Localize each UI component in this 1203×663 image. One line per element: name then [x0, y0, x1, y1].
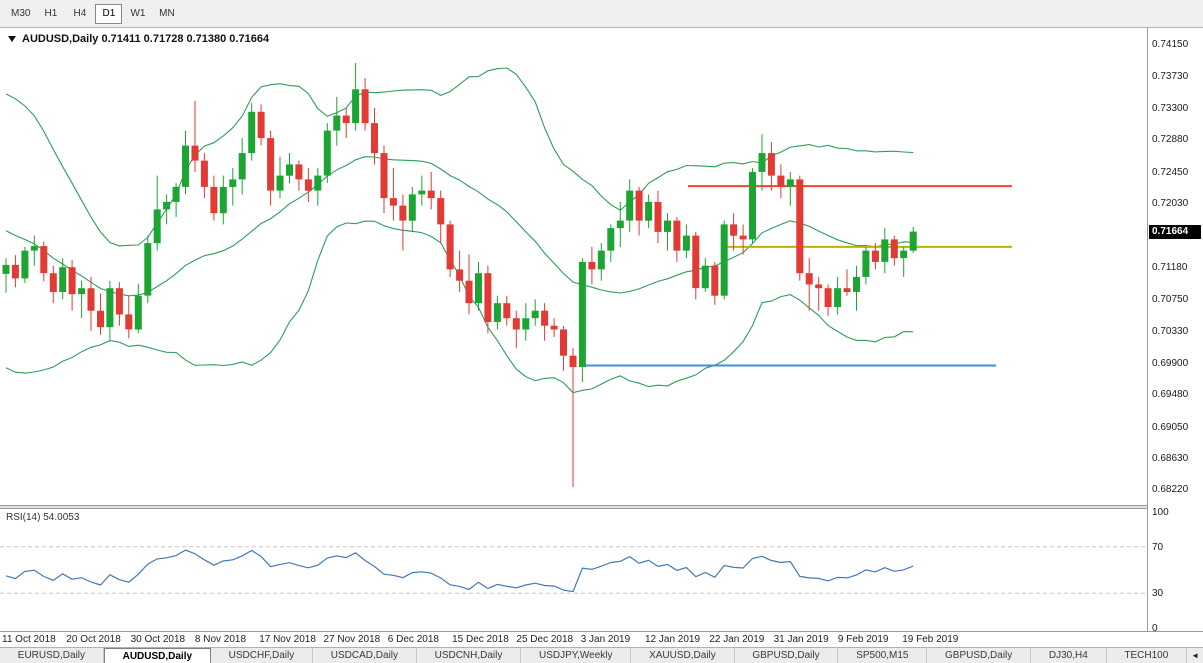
price-axis-label: 0.70330 [1152, 325, 1189, 337]
date-axis-label: 15 Dec 2018 [452, 634, 509, 645]
price-axis-label: 0.72450 [1152, 166, 1189, 178]
tab-tech100[interactable]: TECH100 [1107, 648, 1188, 663]
panel-splitter[interactable] [0, 505, 1203, 509]
rsi-indicator-label: RSI(14) 54.0053 [6, 512, 80, 523]
date-axis-label: 25 Dec 2018 [516, 634, 574, 645]
tab-xauusd-daily[interactable]: XAUUSD,Daily [631, 648, 735, 663]
rsi-panel[interactable]: RSI(14) 54.0053 [0, 509, 1147, 631]
date-axis-label: 8 Nov 2018 [194, 634, 247, 645]
date-axis-label: 17 Nov 2018 [259, 634, 316, 645]
price-axis-label: 0.71180 [1152, 261, 1188, 273]
tab-scroll-left-icon[interactable]: ◄ [1187, 648, 1203, 663]
tab-audusd-daily[interactable]: AUDUSD,Daily [103, 648, 211, 663]
price-axis-label: 0.73730 [1152, 70, 1189, 82]
current-price-badge: 0.71664 [1149, 224, 1201, 239]
date-axis-label: 11 Oct 2018 [2, 634, 56, 645]
chart-symbol-ohlc: AUDUSD,Daily 0.71411 0.71728 0.71380 0.7… [22, 33, 270, 45]
date-axis-label: 31 Jan 2019 [773, 634, 829, 645]
date-axis-label: 22 Jan 2019 [709, 634, 765, 645]
price-axis-label: 0.69480 [1152, 389, 1189, 401]
date-axis-label: 3 Jan 2019 [580, 634, 631, 645]
chart-title: AUDUSD,Daily 0.71411 0.71728 0.71380 0.7… [8, 33, 269, 45]
price-axis-label: 0.72030 [1152, 198, 1189, 210]
chart-dropdown-icon[interactable] [8, 36, 16, 42]
tab-dj30-h4[interactable]: DJ30,H4 [1031, 648, 1107, 663]
tab-gbpusd-daily[interactable]: GBPUSD,Daily [735, 648, 839, 663]
tab-usdjpy-weekly[interactable]: USDJPY,Weekly [521, 648, 632, 663]
date-axis-label: 12 Jan 2019 [645, 634, 701, 645]
price-axis[interactable]: 0.74150 0.73730 0.73300 0.72880 0.72450 0.720… [1147, 28, 1203, 634]
chart-area[interactable]: AUDUSD,Daily 0.71411 0.71728 0.71380 0.7… [0, 28, 1147, 505]
tab-usdcad-daily[interactable]: USDCAD,Daily [313, 648, 417, 663]
date-axis-label: 19 Feb 2019 [902, 634, 959, 645]
price-axis-label: 0.68220 [1152, 484, 1189, 496]
tab-sp500-m15[interactable]: SP500,M15 [838, 648, 928, 663]
timeframe-button-w1[interactable]: W1 [130, 7, 146, 19]
rsi-canvas[interactable] [0, 509, 1147, 631]
price-axis-label: 0.74150 [1152, 39, 1189, 51]
price-axis-label: 0.72880 [1152, 134, 1189, 146]
timeframe-button-mn[interactable]: MN [159, 7, 175, 19]
date-axis-label: 30 Oct 2018 [130, 634, 186, 645]
date-axis[interactable]: 11 Oct 2018 20 Oct 2018 30 Oct 2018 8 Nov 2… [0, 631, 1203, 647]
timeframe-button-h4[interactable]: H4 [73, 7, 87, 19]
timeframe-button-d1[interactable]: D1 [95, 3, 123, 24]
chart-tabbar: EURUSD,Daily AUDUSD,Daily USDCHF,Daily USDC… [0, 647, 1203, 663]
rsi-axis-label: 30 [1152, 588, 1164, 600]
tab-eurusd-daily[interactable]: EURUSD,Daily [0, 648, 104, 663]
timeframe-toolbar: M30 H1 H4 D1 W1 MN [0, 0, 1203, 28]
main-chart-canvas[interactable] [0, 28, 1147, 505]
date-axis-label: 27 Nov 2018 [323, 634, 381, 645]
rsi-axis-label: 70 [1152, 541, 1164, 553]
rsi-axis-label: 100 [1152, 507, 1169, 518]
tab-usdcnh-daily[interactable]: USDCNH,Daily [417, 648, 522, 663]
price-axis-label: 0.69050 [1152, 421, 1189, 433]
price-axis-label: 0.73300 [1152, 102, 1189, 114]
price-axis-label: 0.70750 [1152, 294, 1189, 306]
timeframe-button-h1[interactable]: H1 [44, 7, 58, 19]
date-axis-label: 20 Oct 2018 [66, 634, 121, 645]
rsi-axis-label: 0 [1152, 623, 1158, 634]
timeframe-button-m30[interactable]: M30 [11, 7, 31, 19]
price-axis-label: 0.68630 [1152, 453, 1189, 465]
date-axis-label: 6 Dec 2018 [387, 634, 439, 645]
tab-usdchf-daily[interactable]: USDCHF,Daily [211, 648, 313, 663]
date-axis-label: 9 Feb 2019 [837, 634, 889, 645]
price-axis-label: 0.69900 [1152, 357, 1189, 369]
tab-gbpusd-daily[interactable]: GBPUSD,Daily [927, 648, 1032, 663]
